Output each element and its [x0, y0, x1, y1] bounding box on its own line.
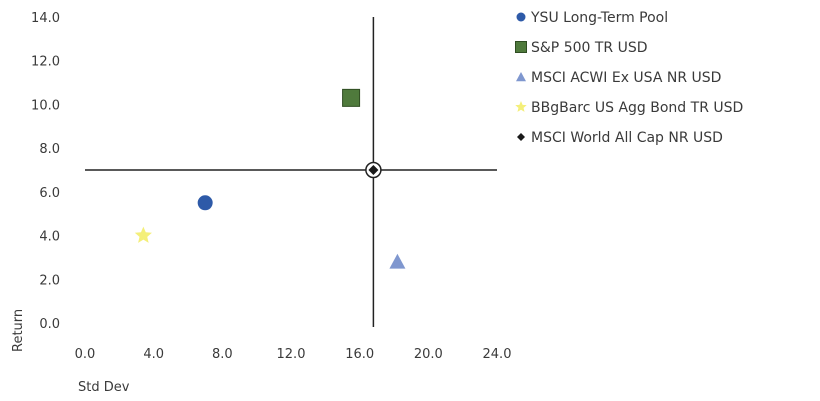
legend-label: YSU Long-Term Pool — [530, 10, 668, 26]
y-tick-label: 6.0 — [39, 186, 60, 201]
data-point — [389, 253, 406, 269]
x-tick-label: 20.0 — [414, 347, 443, 362]
x-tick-label: 0.0 — [75, 347, 96, 362]
legend-marker — [516, 12, 526, 22]
x-axis-title: Std Dev — [78, 380, 130, 395]
y-tick-label: 12.0 — [31, 55, 60, 70]
legend-label: MSCI ACWI Ex USA NR USD — [531, 70, 721, 86]
legend-marker — [515, 41, 527, 53]
x-axis-ticks: 0.0 4.0 8.0 12.0 16.0 20.0 24.0 — [75, 347, 512, 362]
x-tick-label: 16.0 — [345, 347, 374, 362]
x-tick-label: 4.0 — [143, 347, 164, 362]
y-tick-label: 0.0 — [39, 317, 60, 332]
y-axis-ticks: 0.0 2.0 4.0 6.0 8.0 10.0 12.0 14.0 — [31, 11, 60, 332]
y-tick-label: 2.0 — [39, 273, 60, 288]
x-tick-label: 8.0 — [212, 347, 233, 362]
data-point — [134, 226, 152, 243]
legend-label: MSCI World All Cap NR USD — [531, 130, 723, 146]
x-tick-label: 24.0 — [483, 347, 512, 362]
data-points — [134, 88, 406, 269]
data-point — [368, 165, 379, 175]
legend-label: BBgBarc US Agg Bond TR USD — [531, 100, 743, 116]
y-axis-title: Return — [11, 309, 26, 352]
x-tick-label: 12.0 — [277, 347, 306, 362]
legend: YSU Long-Term Pool S&P 500 TR USD MSCI ACW… — [515, 10, 743, 146]
y-tick-label: 14.0 — [31, 11, 60, 26]
legend-marker — [517, 133, 525, 141]
data-point — [197, 195, 213, 211]
y-tick-label: 8.0 — [39, 142, 60, 157]
y-tick-label: 4.0 — [39, 230, 60, 245]
legend-label: S&P 500 TR USD — [531, 40, 648, 56]
legend-marker — [516, 72, 526, 82]
y-tick-label: 10.0 — [31, 98, 60, 113]
data-point — [342, 88, 361, 107]
legend-marker — [515, 101, 527, 112]
crosshair — [85, 17, 497, 327]
